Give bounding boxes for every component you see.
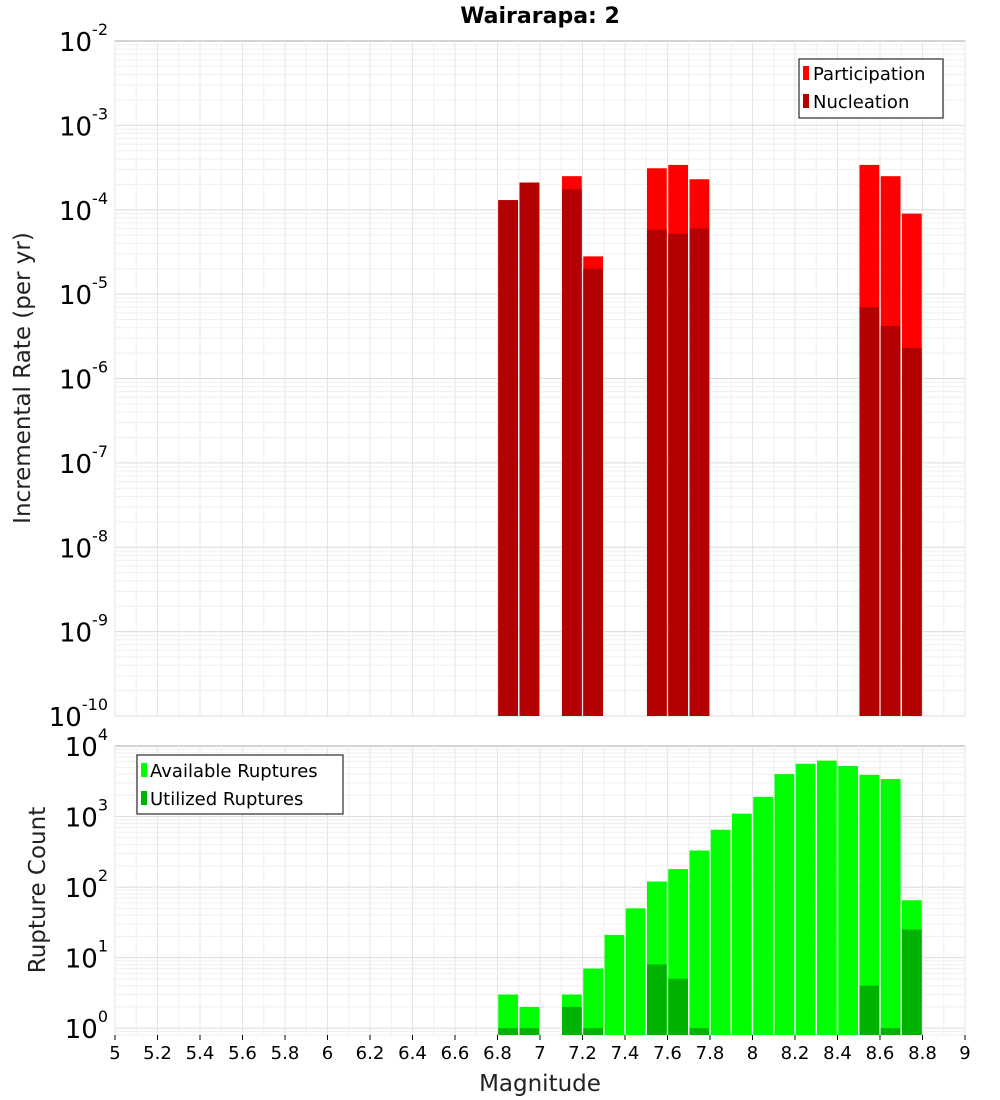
bar-available-ruptures (498, 994, 519, 1035)
x-tick-label: 8.8 (908, 1043, 937, 1064)
x-tick-label: 8 (747, 1043, 758, 1064)
bar-utilized-ruptures (668, 978, 689, 1035)
bar-nucleation (561, 189, 582, 717)
bottom-y-axis-title: Rupture Count (25, 807, 51, 973)
bar-available-ruptures (583, 968, 604, 1035)
x-tick-label: 5.2 (143, 1043, 172, 1064)
top-panel: 10-10 10-9 10-8 10-7 10-6 10-5 10-4 10-3 10-2 In… (10, 20, 966, 733)
top-y-ticks: 10-10 10-9 10-8 10-7 10-6 10-5 10-4 10-3 10-2 (49, 20, 108, 733)
x-tick-label: 7.8 (696, 1043, 725, 1064)
x-tick-label: 7.6 (653, 1043, 682, 1064)
legend-label-utilized-ruptures: Utilized Ruptures (150, 789, 303, 810)
bottom-y-ticks: 100 101 102 103 104 (65, 725, 108, 1045)
x-tick-label: 9 (959, 1043, 970, 1064)
x-axis-title: Magnitude (479, 1071, 601, 1097)
legend-label-participation: Participation (813, 64, 925, 85)
x-tick-label: 5 (109, 1043, 120, 1064)
y-tick-label: 101 (65, 937, 108, 975)
y-tick-label: 10-8 (59, 526, 108, 564)
bar-available-ruptures (753, 796, 774, 1035)
bottom-legend-box (136, 754, 344, 815)
bar-available-ruptures (838, 766, 859, 1035)
top-legend-box (798, 58, 944, 119)
bar-utilized-ruptures (859, 985, 880, 1035)
y-tick-label: 103 (65, 796, 108, 834)
x-tick-label: 6.4 (398, 1043, 427, 1064)
y-tick-label: 10-4 (59, 189, 108, 227)
legend-label-available-ruptures: Available Ruptures (150, 761, 318, 782)
bar-available-ruptures (604, 934, 625, 1035)
bar-utilized-ruptures (646, 964, 667, 1035)
bar-available-ruptures (519, 1006, 540, 1035)
bar-available-ruptures (774, 774, 795, 1035)
top-bars (498, 164, 922, 717)
bar-utilized-ruptures (689, 1028, 710, 1035)
y-tick-label: 10-2 (59, 20, 108, 58)
x-tick-label: 7.2 (568, 1043, 597, 1064)
chart-title: Wairarapa: 2 (460, 4, 620, 29)
x-tick-label: 6.6 (441, 1043, 470, 1064)
legend-swatch-available-ruptures (141, 763, 147, 777)
bar-nucleation (646, 229, 667, 717)
y-tick-label: 102 (65, 866, 108, 904)
y-tick-label: 10-5 (59, 273, 108, 311)
bar-nucleation (498, 200, 519, 716)
x-tick-label: 7 (534, 1043, 545, 1064)
x-tick-label: 6.2 (356, 1043, 385, 1064)
y-tick-label: 10-3 (59, 104, 108, 142)
x-tick-label: 5.8 (271, 1043, 300, 1064)
top-y-axis-title: Incremental Rate (per yr) (10, 232, 36, 524)
x-tick-label: 8.6 (866, 1043, 895, 1064)
legend-label-nucleation: Nucleation (813, 92, 909, 113)
x-tick-label: 7.4 (611, 1043, 640, 1064)
bar-utilized-ruptures (880, 1028, 901, 1035)
bar-utilized-ruptures (519, 1028, 540, 1035)
bar-nucleation (583, 268, 604, 716)
bar-available-ruptures (710, 829, 731, 1035)
y-tick-label: 10-10 (49, 695, 108, 733)
bar-available-ruptures (859, 774, 880, 1035)
bar-available-ruptures (795, 763, 816, 1035)
bar-nucleation (901, 347, 922, 716)
bar-nucleation (689, 228, 710, 716)
y-tick-label: 10-6 (59, 358, 108, 396)
bar-nucleation (880, 325, 901, 716)
x-tick-label: 6.8 (483, 1043, 512, 1064)
bottom-bars (498, 760, 922, 1035)
y-tick-label: 104 (65, 725, 108, 763)
bottom-legend: Available Ruptures Utilized Ruptures (136, 754, 344, 815)
x-tick-label: 5.4 (186, 1043, 215, 1064)
bottom-panel: 100 101 102 103 104 5 5.2 5.4 5.6 5.8 6 6.2 6.4 6.6 6… (25, 725, 971, 1097)
bar-utilized-ruptures (901, 929, 922, 1035)
y-tick-label: 100 (65, 1007, 108, 1045)
x-tick-label: 8.4 (823, 1043, 852, 1064)
bar-available-ruptures (689, 850, 710, 1035)
bar-nucleation (519, 182, 540, 716)
bar-utilized-ruptures (498, 1028, 519, 1035)
bar-available-ruptures (816, 760, 837, 1035)
legend-swatch-nucleation (803, 94, 809, 108)
x-tick-label: 5.6 (228, 1043, 257, 1064)
legend-swatch-participation (803, 66, 809, 80)
x-ticks: 5 5.2 5.4 5.6 5.8 6 6.2 6.4 6.6 6.8 7 7.2 7.4 7.6 7.8 8… (109, 1035, 971, 1064)
legend-swatch-utilized-ruptures (141, 791, 147, 805)
x-tick-label: 8.2 (781, 1043, 810, 1064)
top-gridlines (114, 41, 966, 717)
bar-available-ruptures (880, 779, 901, 1035)
bar-nucleation (668, 233, 689, 716)
bar-available-ruptures (625, 908, 646, 1035)
y-tick-label: 10-9 (59, 611, 108, 649)
y-tick-label: 10-7 (59, 442, 108, 480)
bar-nucleation (859, 307, 880, 716)
x-tick-label: 6 (322, 1043, 333, 1064)
top-legend: Participation Nucleation (798, 58, 944, 119)
bar-utilized-ruptures (561, 1006, 582, 1035)
bar-utilized-ruptures (583, 1028, 604, 1035)
bar-available-ruptures (731, 813, 752, 1035)
